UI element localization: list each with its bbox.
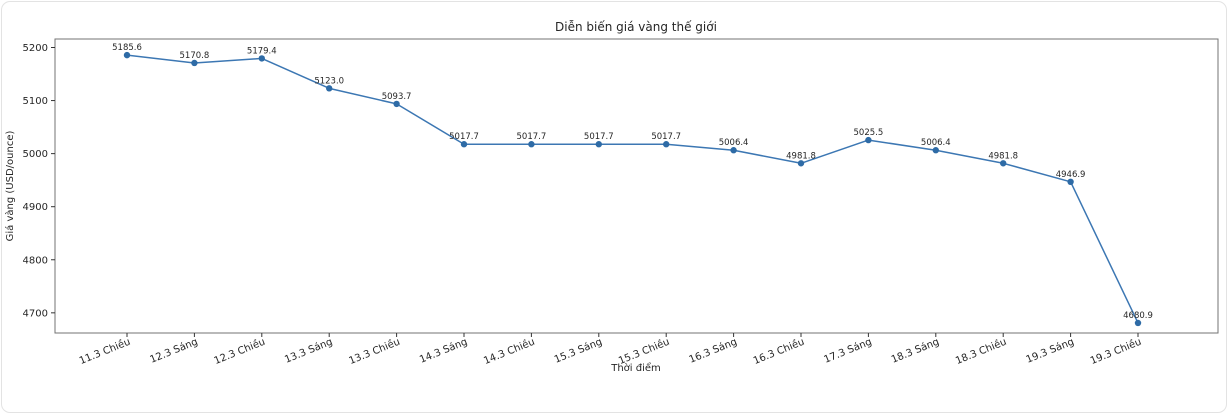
x-axis-ticks: 11.3 Chiều 12.3 Sáng 12.3 Chiều 13.3 Sáng 13… (78, 333, 1144, 367)
y-tick-label: 4800 (23, 255, 48, 266)
data-point-label: 5185.6 (112, 43, 142, 53)
data-point-label: 5025.5 (854, 128, 884, 138)
data-point-label: 5006.4 (921, 138, 951, 148)
data-point (932, 147, 939, 154)
y-tick-label: 4700 (23, 308, 48, 319)
data-point (1000, 160, 1007, 167)
data-point-label: 5123.0 (314, 76, 344, 86)
data-point (528, 141, 535, 148)
x-tick-label: 19.3 Chiều (1089, 336, 1144, 367)
x-tick-label: 18.3 Sáng (890, 336, 941, 366)
data-point (730, 147, 737, 154)
y-tick-label: 5200 (23, 43, 48, 54)
y-tick-label: 4900 (23, 202, 48, 213)
data-point-label: 5017.7 (449, 132, 479, 142)
data-point-label: 4981.8 (988, 151, 1018, 161)
data-point-label: 4680.9 (1123, 311, 1153, 321)
x-tick-label: 18.3 Chiều (954, 336, 1009, 367)
series-line (126, 54, 1139, 324)
data-point (797, 160, 805, 167)
y-tick-label: 5000 (23, 149, 48, 160)
data-point (460, 141, 468, 148)
x-tick-label: 13.3 Chiều (347, 336, 402, 367)
data-point (123, 51, 131, 59)
x-tick-label: 16.3 Sáng (687, 336, 738, 366)
x-tick-label: 14.3 Chiều (482, 336, 537, 367)
data-point (595, 141, 602, 148)
data-point-label: 5179.4 (247, 46, 277, 56)
data-point-labels: 5185.6 5170.8 5179.4 5123.0 5093.7 5017.7 5017… (112, 43, 1153, 321)
data-point (191, 59, 198, 67)
data-point (326, 85, 333, 92)
x-tick-label: 17.3 Sáng (822, 336, 873, 366)
y-tick-label: 5100 (23, 96, 48, 107)
data-point (663, 141, 670, 148)
x-tick-label: 12.3 Sáng (148, 336, 199, 366)
x-tick-label: 14.3 Sáng (418, 336, 469, 366)
x-axis-title: Thời điểm (610, 361, 661, 374)
data-point-label: 5093.7 (382, 92, 412, 102)
data-point-label: 5017.7 (651, 132, 681, 142)
y-axis-ticks: 4700 4800 4900 5000 5100 5200 (23, 43, 55, 319)
x-tick-label: 13.3 Sáng (283, 336, 334, 366)
data-point (1134, 319, 1142, 327)
x-tick-label: 12.3 Chiều (212, 336, 267, 367)
data-point (393, 100, 400, 108)
data-point-label: 5017.7 (517, 132, 547, 142)
chart-title: Diễn biến giá vàng thế giới (555, 20, 717, 34)
data-point (1067, 178, 1074, 186)
data-point-label: 5170.8 (180, 51, 210, 61)
plot-border (54, 38, 1219, 334)
x-tick-label: 19.3 Sáng (1024, 336, 1075, 366)
data-point (865, 136, 872, 144)
x-tick-label: 16.3 Chiều (752, 336, 807, 367)
data-point-label: 4946.9 (1056, 170, 1086, 180)
x-tick-label: 11.3 Chiều (78, 336, 133, 367)
x-tick-label: 15.3 Sáng (553, 336, 604, 366)
data-point-label: 5017.7 (584, 132, 614, 142)
data-point (258, 55, 265, 62)
data-point-label: 5006.4 (719, 138, 749, 148)
data-point-label: 4981.8 (786, 151, 816, 161)
data-series (123, 51, 1142, 327)
y-axis-title: Giá vàng (USD/ounce) (4, 131, 16, 242)
